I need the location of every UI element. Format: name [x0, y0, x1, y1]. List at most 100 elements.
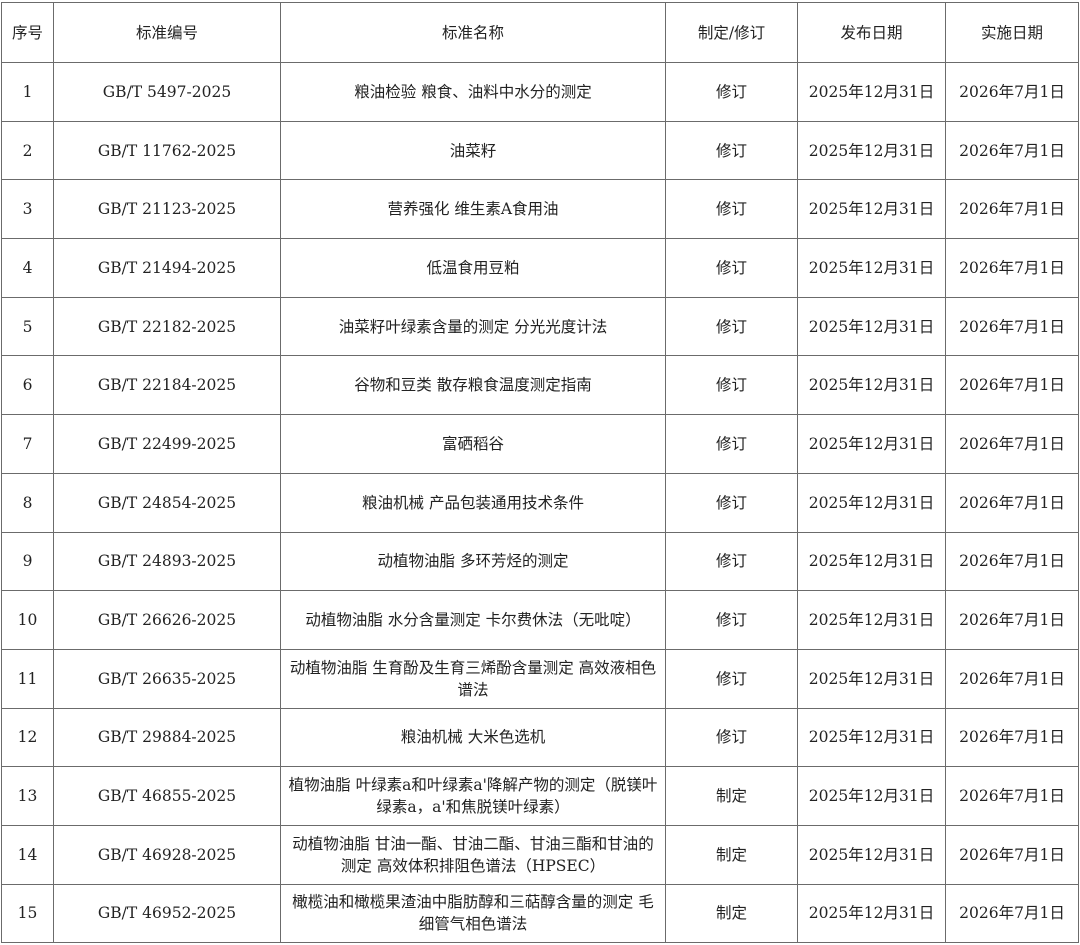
cell-standard-name: 粮油检验 粮食、油料中水分的测定 [280, 62, 666, 122]
cell-publish-date: 2025年12月31日 [797, 883, 946, 944]
cell-type: 修订 [665, 472, 798, 533]
header-publish-date: 发布日期 [797, 2, 946, 63]
cell-index: 9 [1, 531, 54, 592]
cell-effective-date: 2026年7月1日 [945, 355, 1079, 416]
table-row: 9 GB/T 24893-2025 动植物油脂 多环芳烃的测定 修订 2025年12月3… [1, 531, 1079, 592]
cell-publish-date: 2025年12月31日 [797, 531, 946, 592]
cell-publish-date: 2025年12月31日 [797, 296, 946, 357]
cell-effective-date: 2026年7月1日 [945, 62, 1079, 122]
cell-standard-number: GB/T 46855-2025 [53, 766, 281, 826]
cell-publish-date: 2025年12月31日 [797, 414, 946, 474]
cell-index: 7 [1, 414, 54, 474]
cell-standard-name: 油菜籽叶绿素含量的测定 分光光度计法 [280, 296, 666, 357]
table-header-row: 序号 标准编号 标准名称 制定/修订 发布日期 实施日期 [1, 2, 1079, 63]
cell-effective-date: 2026年7月1日 [945, 296, 1079, 357]
cell-type: 修订 [665, 62, 798, 122]
cell-type: 修订 [665, 414, 798, 474]
cell-standard-name: 橄榄油和橄榄果渣油中脂肪醇和三萜醇含量的测定 毛细管气相色谱法 [280, 883, 666, 944]
cell-type: 制定 [665, 883, 798, 944]
table-row: 15 GB/T 46952-2025 橄榄油和橄榄果渣油中脂肪醇和三萜醇含量的测定 … [1, 883, 1079, 944]
cell-type: 修订 [665, 590, 798, 650]
cell-effective-date: 2026年7月1日 [945, 179, 1079, 240]
cell-standard-name: 粮油机械 大米色选机 [280, 707, 666, 768]
cell-index: 8 [1, 472, 54, 533]
cell-publish-date: 2025年12月31日 [797, 238, 946, 298]
cell-standard-number: GB/T 22499-2025 [53, 414, 281, 474]
table-row: 11 GB/T 26635-2025 动植物油脂 生育酚及生育三烯酚含量测定 高效液… [1, 648, 1079, 709]
cell-standard-number: GB/T 21494-2025 [53, 238, 281, 298]
table-row: 14 GB/T 46928-2025 动植物油脂 甘油一酯、甘油二酯、甘油三酯和甘油… [1, 824, 1079, 885]
header-type: 制定/修订 [665, 2, 798, 63]
table-row: 3 GB/T 21123-2025 营养强化 维生素A食用油 修订 2025年12月31… [1, 179, 1079, 240]
cell-type: 修订 [665, 707, 798, 768]
cell-publish-date: 2025年12月31日 [797, 179, 946, 240]
cell-publish-date: 2025年12月31日 [797, 120, 946, 181]
cell-standard-name: 动植物油脂 水分含量测定 卡尔费休法（无吡啶） [280, 590, 666, 650]
cell-type: 制定 [665, 824, 798, 885]
table-row: 7 GB/T 22499-2025 富硒稻谷 修订 2025年12月31日 2026年7月… [1, 414, 1079, 474]
cell-standard-number: GB/T 22182-2025 [53, 296, 281, 357]
cell-standard-number: GB/T 5497-2025 [53, 62, 281, 122]
table-row: 10 GB/T 26626-2025 动植物油脂 水分含量测定 卡尔费休法（无吡啶）… [1, 590, 1079, 650]
cell-publish-date: 2025年12月31日 [797, 766, 946, 826]
cell-index: 14 [1, 824, 54, 885]
cell-effective-date: 2026年7月1日 [945, 414, 1079, 474]
cell-standard-name: 植物油脂 叶绿素a和叶绿素a'降解产物的测定（脱镁叶绿素a，a'和焦脱镁叶绿素） [280, 766, 666, 826]
cell-effective-date: 2026年7月1日 [945, 648, 1079, 709]
table-row: 1 GB/T 5497-2025 粮油检验 粮食、油料中水分的测定 修订 2025年12… [1, 62, 1079, 122]
header-index: 序号 [1, 2, 54, 63]
table-row: 13 GB/T 46855-2025 植物油脂 叶绿素a和叶绿素a'降解产物的测定（… [1, 766, 1079, 826]
cell-standard-name: 营养强化 维生素A食用油 [280, 179, 666, 240]
cell-effective-date: 2026年7月1日 [945, 238, 1079, 298]
cell-type: 修订 [665, 120, 798, 181]
cell-effective-date: 2026年7月1日 [945, 590, 1079, 650]
cell-index: 3 [1, 179, 54, 240]
cell-index: 4 [1, 238, 54, 298]
header-standard-number: 标准编号 [53, 2, 281, 63]
cell-standard-name: 粮油机械 产品包装通用技术条件 [280, 472, 666, 533]
cell-index: 13 [1, 766, 54, 826]
cell-index: 15 [1, 883, 54, 944]
cell-standard-number: GB/T 26626-2025 [53, 590, 281, 650]
cell-publish-date: 2025年12月31日 [797, 707, 946, 768]
cell-index: 6 [1, 355, 54, 416]
table-row: 5 GB/T 22182-2025 油菜籽叶绿素含量的测定 分光光度计法 修订 2025… [1, 296, 1079, 357]
cell-standard-number: GB/T 24893-2025 [53, 531, 281, 592]
cell-publish-date: 2025年12月31日 [797, 824, 946, 885]
cell-effective-date: 2026年7月1日 [945, 531, 1079, 592]
cell-standard-name: 动植物油脂 多环芳烃的测定 [280, 531, 666, 592]
cell-effective-date: 2026年7月1日 [945, 707, 1079, 768]
cell-type: 修订 [665, 531, 798, 592]
cell-index: 1 [1, 62, 54, 122]
cell-publish-date: 2025年12月31日 [797, 355, 946, 416]
table-row: 4 GB/T 21494-2025 低温食用豆粕 修订 2025年12月31日 2026年… [1, 238, 1079, 298]
cell-publish-date: 2025年12月31日 [797, 590, 946, 650]
table-row: 2 GB/T 11762-2025 油菜籽 修订 2025年12月31日 2026年7月1… [1, 120, 1079, 181]
cell-standard-name: 富硒稻谷 [280, 414, 666, 474]
cell-standard-name: 动植物油脂 生育酚及生育三烯酚含量测定 高效液相色谱法 [280, 648, 666, 709]
cell-type: 制定 [665, 766, 798, 826]
cell-type: 修订 [665, 648, 798, 709]
cell-type: 修订 [665, 238, 798, 298]
cell-standard-number: GB/T 22184-2025 [53, 355, 281, 416]
cell-index: 2 [1, 120, 54, 181]
cell-standard-name: 动植物油脂 甘油一酯、甘油二酯、甘油三酯和甘油的测定 高效体积排阻色谱法（HPS… [280, 824, 666, 885]
cell-index: 5 [1, 296, 54, 357]
cell-effective-date: 2026年7月1日 [945, 824, 1079, 885]
cell-publish-date: 2025年12月31日 [797, 648, 946, 709]
cell-standard-number: GB/T 29884-2025 [53, 707, 281, 768]
cell-standard-name: 低温食用豆粕 [280, 238, 666, 298]
table-row: 6 GB/T 22184-2025 谷物和豆类 散存粮食温度测定指南 修订 2025年1… [1, 355, 1079, 416]
cell-effective-date: 2026年7月1日 [945, 766, 1079, 826]
cell-index: 12 [1, 707, 54, 768]
cell-standard-number: GB/T 24854-2025 [53, 472, 281, 533]
cell-effective-date: 2026年7月1日 [945, 883, 1079, 944]
cell-index: 11 [1, 648, 54, 709]
cell-type: 修订 [665, 296, 798, 357]
cell-publish-date: 2025年12月31日 [797, 62, 946, 122]
cell-effective-date: 2026年7月1日 [945, 120, 1079, 181]
cell-index: 10 [1, 590, 54, 650]
cell-effective-date: 2026年7月1日 [945, 472, 1079, 533]
cell-type: 修订 [665, 179, 798, 240]
